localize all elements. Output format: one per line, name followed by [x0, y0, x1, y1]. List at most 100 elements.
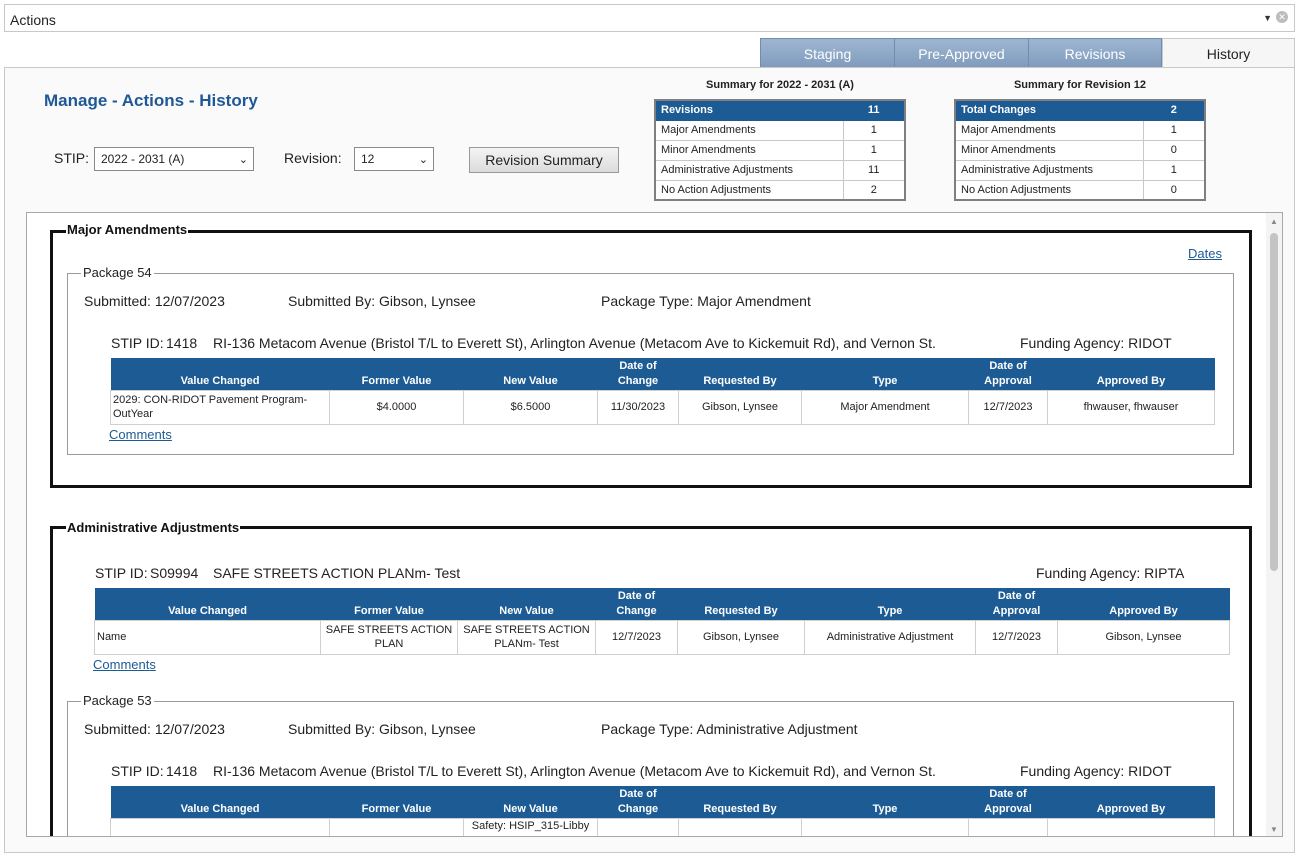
scroll-down-arrow-icon[interactable]: ▼: [1270, 825, 1278, 834]
summary-row-value: 0: [1142, 139, 1206, 161]
revision-select[interactable]: 12 ⌄: [354, 147, 434, 171]
stip-id-label: STIP ID:: [111, 763, 164, 779]
package-53-legend: Package 53: [81, 693, 154, 708]
col-new-value: New Value: [457, 588, 596, 620]
cell-value-changed: 2029: CON-RIDOT Pavement Program-OutYear: [110, 389, 330, 425]
cell-date-of-change: 11/30/2023: [597, 389, 679, 425]
table-row: Name SAFE STREETS ACTION PLAN SAFE STREE…: [94, 619, 1230, 655]
cell-new-value: SAFE STREETS ACTION PLANm- Test: [457, 619, 596, 655]
cell-former-value: [329, 817, 464, 836]
summary-row-value: 1: [842, 139, 906, 161]
actions-header[interactable]: Actions ▼ ✕: [4, 4, 1295, 32]
stip-id: S09994: [150, 565, 199, 581]
cell-date-of-change: [597, 817, 679, 836]
summary-revision-table: Total Changes 2 Major Amendments 1 Minor …: [954, 99, 1206, 201]
stip-label: STIP:: [54, 150, 90, 166]
cell-requested-by: Gibson, Lynsee: [678, 389, 802, 425]
package-submitted-by: Submitted By: Gibson, Lynsee: [288, 721, 476, 737]
actions-title: Actions: [10, 12, 56, 28]
scroll-up-arrow-icon[interactable]: ▲: [1270, 217, 1278, 226]
col-approved-by: Approved By: [1057, 588, 1230, 620]
col-date-of-approval: Date of Approval: [975, 588, 1058, 620]
col-date-of-change-line1: Date of: [619, 787, 657, 800]
summary-row-value: 1: [842, 119, 906, 141]
col-former-value: Former Value: [329, 358, 464, 390]
table-header-row: Value Changed Former Value New Value Dat…: [110, 358, 1215, 390]
cell-approved-by: Gibson, Lynsee: [1057, 619, 1230, 655]
col-date-of-approval-line2: Approval: [984, 802, 1032, 815]
table-row: Safety: HSIP_315-Libby: [110, 817, 1215, 836]
stip-select[interactable]: 2022 - 2031 (A) ⌄: [94, 147, 254, 171]
revision-label: Revision:: [284, 150, 342, 166]
changes-table: Value Changed Former Value New Value Dat…: [110, 358, 1215, 425]
cell-approved-by: [1047, 817, 1215, 836]
history-scroll-area[interactable]: Major Amendments Dates Package 54 Submit…: [26, 212, 1283, 837]
col-new-value: New Value: [463, 786, 598, 818]
cell-type: [801, 817, 969, 836]
summary-row-label: No Action Adjustments: [954, 179, 1144, 201]
col-date-of-change-line2: Change: [617, 802, 659, 815]
col-date-of-change: Date of Change: [595, 588, 678, 620]
col-date-of-change-line1: Date of: [617, 589, 656, 602]
table-row: 2029: CON-RIDOT Pavement Program-OutYear…: [110, 389, 1215, 425]
summary-head-label: Revisions: [654, 99, 844, 121]
collapse-caret-icon[interactable]: ▼: [1263, 13, 1272, 23]
summary-row-label: No Action Adjustments: [654, 179, 844, 201]
summary-row-value: 2: [842, 179, 906, 201]
scrollbar-thumb[interactable]: [1270, 233, 1278, 571]
summary-head-label: Total Changes: [954, 99, 1144, 121]
package-54-box: [67, 273, 1234, 455]
tab-staging[interactable]: Staging: [760, 38, 894, 68]
col-value-changed: Value Changed: [110, 786, 330, 818]
summary-stip-title: Summary for 2022 - 2031 (A): [706, 79, 854, 91]
tab-pre-approved[interactable]: Pre-Approved: [894, 38, 1028, 68]
comments-link[interactable]: Comments: [93, 657, 156, 672]
summary-revision-title: Summary for Revision 12: [1013, 79, 1147, 91]
cell-date-of-approval: [968, 817, 1048, 836]
package-54-legend: Package 54: [81, 265, 154, 280]
summary-row-label: Administrative Adjustments: [654, 159, 844, 181]
package-submitted-by: Submitted By: Gibson, Lynsee: [288, 293, 476, 309]
page-title: Manage - Actions - History: [44, 91, 258, 110]
tab-revisions[interactable]: Revisions: [1028, 38, 1162, 68]
vertical-scrollbar[interactable]: ▲ ▼: [1266, 213, 1282, 836]
close-icon[interactable]: ✕: [1276, 11, 1288, 23]
col-approved-by: Approved By: [1047, 786, 1215, 818]
summary-row-label: Major Amendments: [954, 119, 1144, 141]
col-date-of-approval-line1: Date of: [989, 787, 1027, 800]
changes-table: Value Changed Former Value New Value Dat…: [110, 786, 1215, 836]
table-header-row: Value Changed Former Value New Value Dat…: [94, 588, 1230, 620]
cell-requested-by: [678, 817, 802, 836]
col-value-changed: Value Changed: [94, 588, 321, 620]
cell-date-of-approval: 12/7/2023: [975, 619, 1058, 655]
stip-select-value: 2022 - 2031 (A): [101, 152, 185, 166]
col-requested-by: Requested By: [678, 786, 802, 818]
funding-agency: Funding Agency: RIDOT: [1020, 763, 1172, 779]
administrative-adjustments-legend: Administrative Adjustments: [66, 520, 241, 535]
project-name: SAFE STREETS ACTION PLANm- Test: [213, 565, 461, 581]
summary-row-label: Major Amendments: [654, 119, 844, 141]
summary-row-value: 1: [1142, 119, 1206, 141]
tab-history[interactable]: History: [1162, 38, 1295, 69]
cell-date-of-change: 12/7/2023: [595, 619, 678, 655]
table-header-row: Value Changed Former Value New Value Dat…: [110, 786, 1215, 818]
col-date-of-approval-line2: Approval: [984, 374, 1032, 387]
summary-row-value: 0: [1142, 179, 1206, 201]
revision-summary-button[interactable]: Revision Summary: [469, 147, 619, 173]
comments-link[interactable]: Comments: [109, 427, 172, 442]
col-date-of-change: Date of Change: [597, 358, 679, 390]
dates-link[interactable]: Dates: [1188, 246, 1222, 261]
cell-value-changed: [110, 817, 330, 836]
cell-value-changed: Name: [94, 619, 321, 655]
package-type: Package Type: Administrative Adjustment: [601, 721, 858, 737]
cell-date-of-approval: 12/7/2023: [968, 389, 1048, 425]
col-former-value: Former Value: [320, 588, 458, 620]
summary-head-value: 11: [842, 99, 906, 121]
col-date-of-change-line1: Date of: [619, 359, 657, 372]
project-name: RI-136 Metacom Avenue (Bristol T/L to Ev…: [213, 335, 936, 351]
package-submitted: Submitted: 12/07/2023: [84, 721, 225, 737]
package-53-box: [67, 701, 1234, 836]
col-date-of-approval: Date of Approval: [968, 786, 1048, 818]
tab-bar: Staging Pre-Approved Revisions History: [760, 38, 1295, 69]
col-type: Type: [801, 358, 969, 390]
